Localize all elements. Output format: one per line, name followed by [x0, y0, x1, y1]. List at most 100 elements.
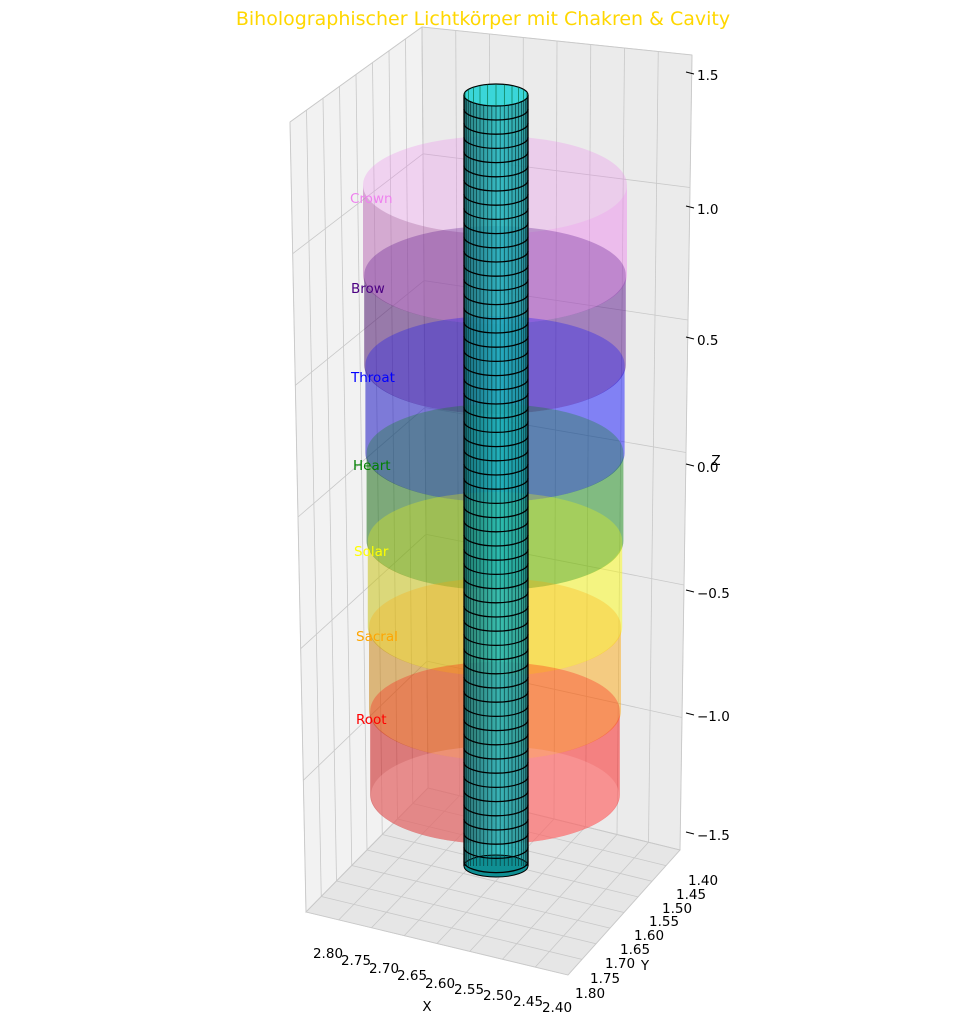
cavity-ring: [463, 478, 529, 490]
cavity-ring: [463, 790, 529, 803]
cavity-ring: [463, 620, 529, 632]
cavity-ring: [463, 378, 529, 391]
z-tick-mark: [685, 463, 695, 467]
z-axis-label: Z: [711, 453, 720, 469]
cavity-ring: [463, 236, 529, 249]
cavity-ring: [463, 847, 529, 860]
z-tick-label: −1.5: [697, 828, 730, 844]
cavity-ring: [463, 222, 529, 235]
y-axis-label: Y: [640, 958, 650, 974]
cavity-ring: [463, 662, 529, 675]
x-tick-label: 2.65: [397, 968, 427, 984]
y-tick-label: 1.55: [649, 914, 679, 930]
cavity-ring: [463, 534, 529, 547]
cavity-ring: [463, 577, 529, 590]
cavity-ring: [463, 733, 529, 746]
cavity-ring: [463, 321, 529, 334]
chakra-labels: Crown Brow Throat Heart Solar Sacral Root: [350, 191, 398, 728]
y-tick-label: 1.45: [676, 887, 706, 903]
cavity-ring: [463, 776, 529, 789]
cavity-ring: [463, 293, 529, 306]
cavity-ring: [463, 520, 529, 533]
chakra-shade: [365, 365, 470, 502]
cavity-ring: [463, 833, 529, 845]
x-tick-label: 2.45: [513, 994, 543, 1010]
cavity-ring: [463, 449, 529, 462]
grid-line: [421, 26, 693, 56]
chakra-shade: [367, 541, 470, 676]
x-axis-label: X: [422, 999, 431, 1015]
chakra-label-throat: Throat: [350, 370, 395, 386]
cavity-ring: [463, 364, 529, 377]
chakra-label-crown: Crown: [350, 191, 393, 207]
z-tick-label: −0.5: [697, 586, 730, 602]
chakra-shade: [368, 627, 470, 760]
y-tick-label: 1.40: [688, 873, 718, 889]
cavity-ring: [463, 151, 529, 164]
chakra-shade: [370, 711, 471, 844]
cavity-ring: [463, 336, 529, 348]
y-tick-label: 1.70: [605, 956, 635, 972]
y-tick-label: 1.65: [620, 942, 650, 958]
z-tick-label: 0.0: [697, 460, 718, 476]
grid-line: [300, 534, 427, 649]
chakra-shade: [366, 453, 470, 590]
cavity-ring: [463, 137, 529, 150]
cavity-ring: [463, 861, 529, 874]
cavity-ring: [463, 250, 529, 263]
cavity-ring: [463, 563, 529, 576]
cavity-ring: [463, 392, 529, 405]
cavity-ring: [463, 506, 529, 519]
z-tick-mark: [685, 71, 695, 75]
cavity-ring: [463, 648, 529, 661]
cavity-ring: [463, 747, 529, 760]
grid-line: [292, 153, 424, 254]
cavity-ring: [463, 463, 529, 476]
cavity-ring: [463, 108, 529, 121]
cavity-cylinder: [463, 83, 529, 878]
z-tick-mark: [685, 205, 695, 209]
cavity-ring: [463, 719, 529, 732]
z-tick-label: −1.0: [697, 709, 730, 725]
cavity-ring: [463, 634, 529, 647]
cavity-ring: [463, 762, 529, 774]
x-tick-label: 2.55: [454, 982, 484, 998]
grid-line: [534, 841, 649, 968]
cavity-ring: [463, 705, 529, 718]
cavity-ring: [463, 549, 529, 561]
grid-line: [412, 803, 667, 867]
cavity-ring: [463, 421, 529, 434]
chakra-label-sacral: Sacral: [356, 629, 398, 645]
cavity-ring: [463, 407, 529, 419]
grid-line: [289, 26, 423, 123]
cavity-ring: [463, 691, 529, 703]
x-tick-label: 2.40: [542, 1000, 572, 1016]
grid-line: [567, 849, 681, 976]
grid-line: [303, 660, 428, 781]
z-tick-label: 1.5: [697, 68, 718, 84]
cavity-ring: [463, 179, 529, 192]
y-tick-label: 1.75: [590, 971, 620, 987]
cavity-ring: [463, 804, 529, 817]
y-tick-label: 1.60: [634, 928, 664, 944]
cavity-ring: [463, 279, 529, 292]
grid-line: [297, 407, 426, 518]
cavity-ring: [463, 818, 529, 831]
chakra-label-root: Root: [356, 712, 387, 728]
cavity-ring: [463, 307, 529, 320]
z-tick-mark: [685, 712, 695, 716]
z-tick-mark: [685, 589, 695, 593]
z-tick-label: 1.0: [697, 202, 718, 218]
chakra-shade: [364, 275, 469, 414]
z-tick-mark: [685, 336, 695, 340]
grid-line: [469, 826, 586, 952]
cavity-ring: [463, 208, 529, 221]
axis-ticks: 1.5 1.0 0.5 0.0 −0.5 −1.0 −1.5 2.802.752.702.65…: [313, 68, 730, 1016]
chakra-label-solar: Solar: [354, 544, 389, 560]
y-tick-label: 1.80: [575, 986, 605, 1002]
cavity-ring: [463, 591, 529, 604]
z-tick-mark: [685, 831, 695, 835]
x-tick-label: 2.80: [313, 946, 343, 962]
chakra-label-brow: Brow: [351, 281, 385, 297]
